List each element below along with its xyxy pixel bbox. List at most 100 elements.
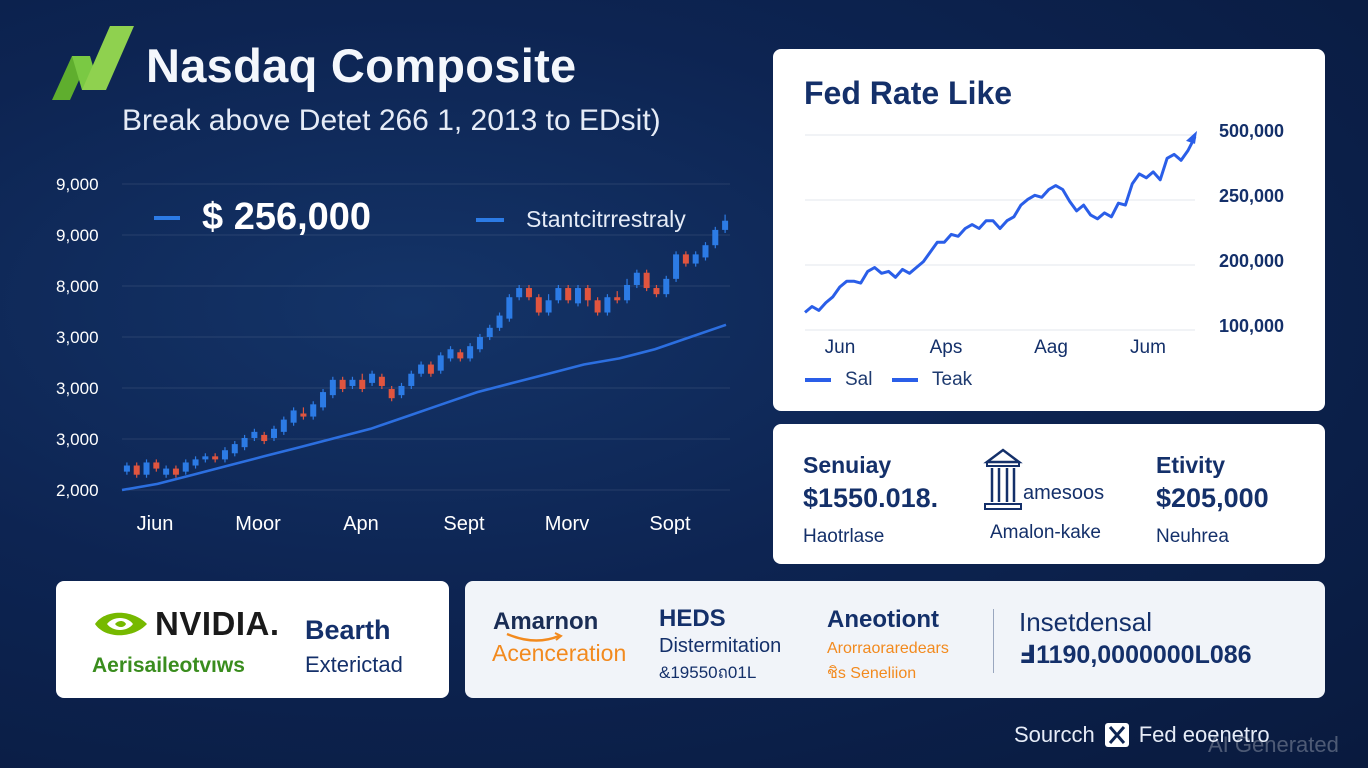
candle (653, 284, 660, 298)
heds-sub2: &19550ถ01L (659, 663, 757, 682)
legend-label-sal: Sal (845, 369, 873, 390)
page-title: Nasdaq Composite (146, 39, 577, 92)
candle (408, 370, 415, 390)
stat-senuiay-value: $1550.018. (803, 483, 939, 513)
legend-swatch-teak (892, 378, 918, 382)
candle (682, 251, 689, 267)
candle (359, 373, 366, 393)
amazon-smile-icon (506, 632, 563, 642)
bank-name: amesoos (1023, 482, 1105, 504)
candle (251, 428, 258, 442)
legend-swatch-sal (805, 378, 831, 382)
candle (437, 352, 444, 374)
candle (398, 382, 405, 399)
series-line (804, 136, 1197, 314)
stat-etivity-label: Etivity (1156, 452, 1226, 478)
candle (182, 459, 189, 475)
nvidia-card: NVIDIA. Aerisaileotvıws Bearth Extericta… (56, 581, 449, 698)
stat-senuiay: Senuiay $1550.018. Haotrlase (803, 452, 938, 548)
candle (545, 294, 552, 316)
candle (427, 361, 434, 377)
candle (467, 343, 474, 362)
candle (673, 251, 680, 282)
insetdensal-label: Insetdensal (1019, 607, 1152, 637)
x-tick-label: Sopt (649, 513, 691, 535)
candle (555, 284, 562, 304)
candle (604, 294, 611, 316)
source-brand: Fed eoenetro (1138, 722, 1270, 747)
candle (575, 284, 581, 307)
x-tick-label: Jum (1130, 337, 1166, 358)
candle (712, 226, 719, 249)
candle (261, 431, 268, 445)
price-legend-value: $ 256,000 (202, 196, 372, 238)
fed-rate-card: 500,000 250,000 200,000 100,000 Jun Aps Aag Jum… (773, 49, 1325, 411)
candle (231, 441, 238, 457)
candle (594, 297, 601, 316)
candle (202, 453, 209, 463)
x-brand-icon (1104, 723, 1129, 747)
amazon-card: Amarnon Acenceration HEDS Distermitation… (465, 581, 1325, 698)
candle (310, 401, 317, 420)
heds-sub1: Distermitation (659, 635, 782, 657)
stat-etivity-value: $205,000 (1156, 483, 1269, 513)
candle (565, 284, 572, 304)
stats-card: Senuiay $1550.018. Haotrlase amesoos Ama… (773, 424, 1325, 564)
candle (123, 462, 130, 475)
candle (584, 284, 591, 307)
candle (447, 346, 454, 362)
aneotiont-sub1: Arorraoraredears (827, 640, 949, 657)
x-tick-label: Apn (343, 513, 379, 535)
card-divider (993, 609, 994, 673)
trend-arrow-icon (1186, 130, 1197, 144)
candle (163, 465, 170, 478)
candle (643, 269, 650, 292)
candle (280, 416, 287, 435)
bearth-label: Bearth (305, 615, 391, 645)
source-label: Sourcch (1014, 722, 1095, 747)
candle (320, 389, 327, 411)
y-tick-label: 3,000 (56, 328, 99, 347)
candle (378, 373, 385, 390)
stat-senuiay-sub: Haotrlase (803, 526, 885, 547)
candle (476, 333, 483, 353)
y-tick-label: 200,000 (1219, 251, 1284, 271)
amazon-brand: Amarnon (493, 608, 599, 635)
x-tick-label: Moor (235, 513, 281, 535)
candle (486, 324, 493, 341)
candle (369, 370, 376, 386)
trend-line (121, 323, 727, 492)
insetdensal-value: Ⅎ1190,0000000L086 (1019, 641, 1252, 669)
bearth-sub: Exterictad (305, 652, 403, 677)
x-tick-label: Aag (1034, 337, 1068, 358)
y-tick-label: 9,000 (56, 175, 99, 194)
candle (329, 376, 336, 399)
series-legend-label: Stantcitrrestraly (526, 206, 686, 232)
candle (388, 385, 395, 402)
main-candlestick-chart: 9,000 9,000 8,000 3,000 3,000 3,000 2,000 Jiun M… (56, 175, 730, 535)
price-legend-swatch (154, 215, 180, 220)
price-legend: $ 256,000 (154, 196, 371, 239)
stat-senuiay-label: Senuiay (803, 452, 892, 478)
series-legend: Stantcitrrestraly (476, 206, 686, 233)
candle (496, 312, 503, 331)
aneotiont-sub2: ชิs Seneliion (827, 665, 917, 682)
candle (722, 214, 729, 233)
candle (516, 284, 523, 301)
fed-rate-line-chart: 500,000 250,000 200,000 100,000 Jun Aps Aag Jum (804, 121, 1284, 358)
aneotiont-label: Aneotiont (827, 606, 939, 633)
candle (624, 278, 631, 304)
stat-etivity-sub: Neuhrea (1156, 526, 1229, 547)
candle (692, 251, 699, 267)
y-tick-label: 2,000 (56, 481, 99, 500)
y-tick-label: 8,000 (56, 277, 99, 296)
candle (349, 376, 356, 390)
y-tick-label: 100,000 (1219, 316, 1284, 336)
candle (172, 465, 179, 478)
stat-etivity: Etivity $205,000 Neuhrea (1156, 452, 1269, 548)
candle (271, 425, 277, 442)
legend-label-teak: Teak (932, 369, 973, 390)
legend-item-teak: Teak (892, 369, 972, 391)
y-tick-label: 250,000 (1219, 186, 1284, 206)
candle (418, 361, 425, 377)
